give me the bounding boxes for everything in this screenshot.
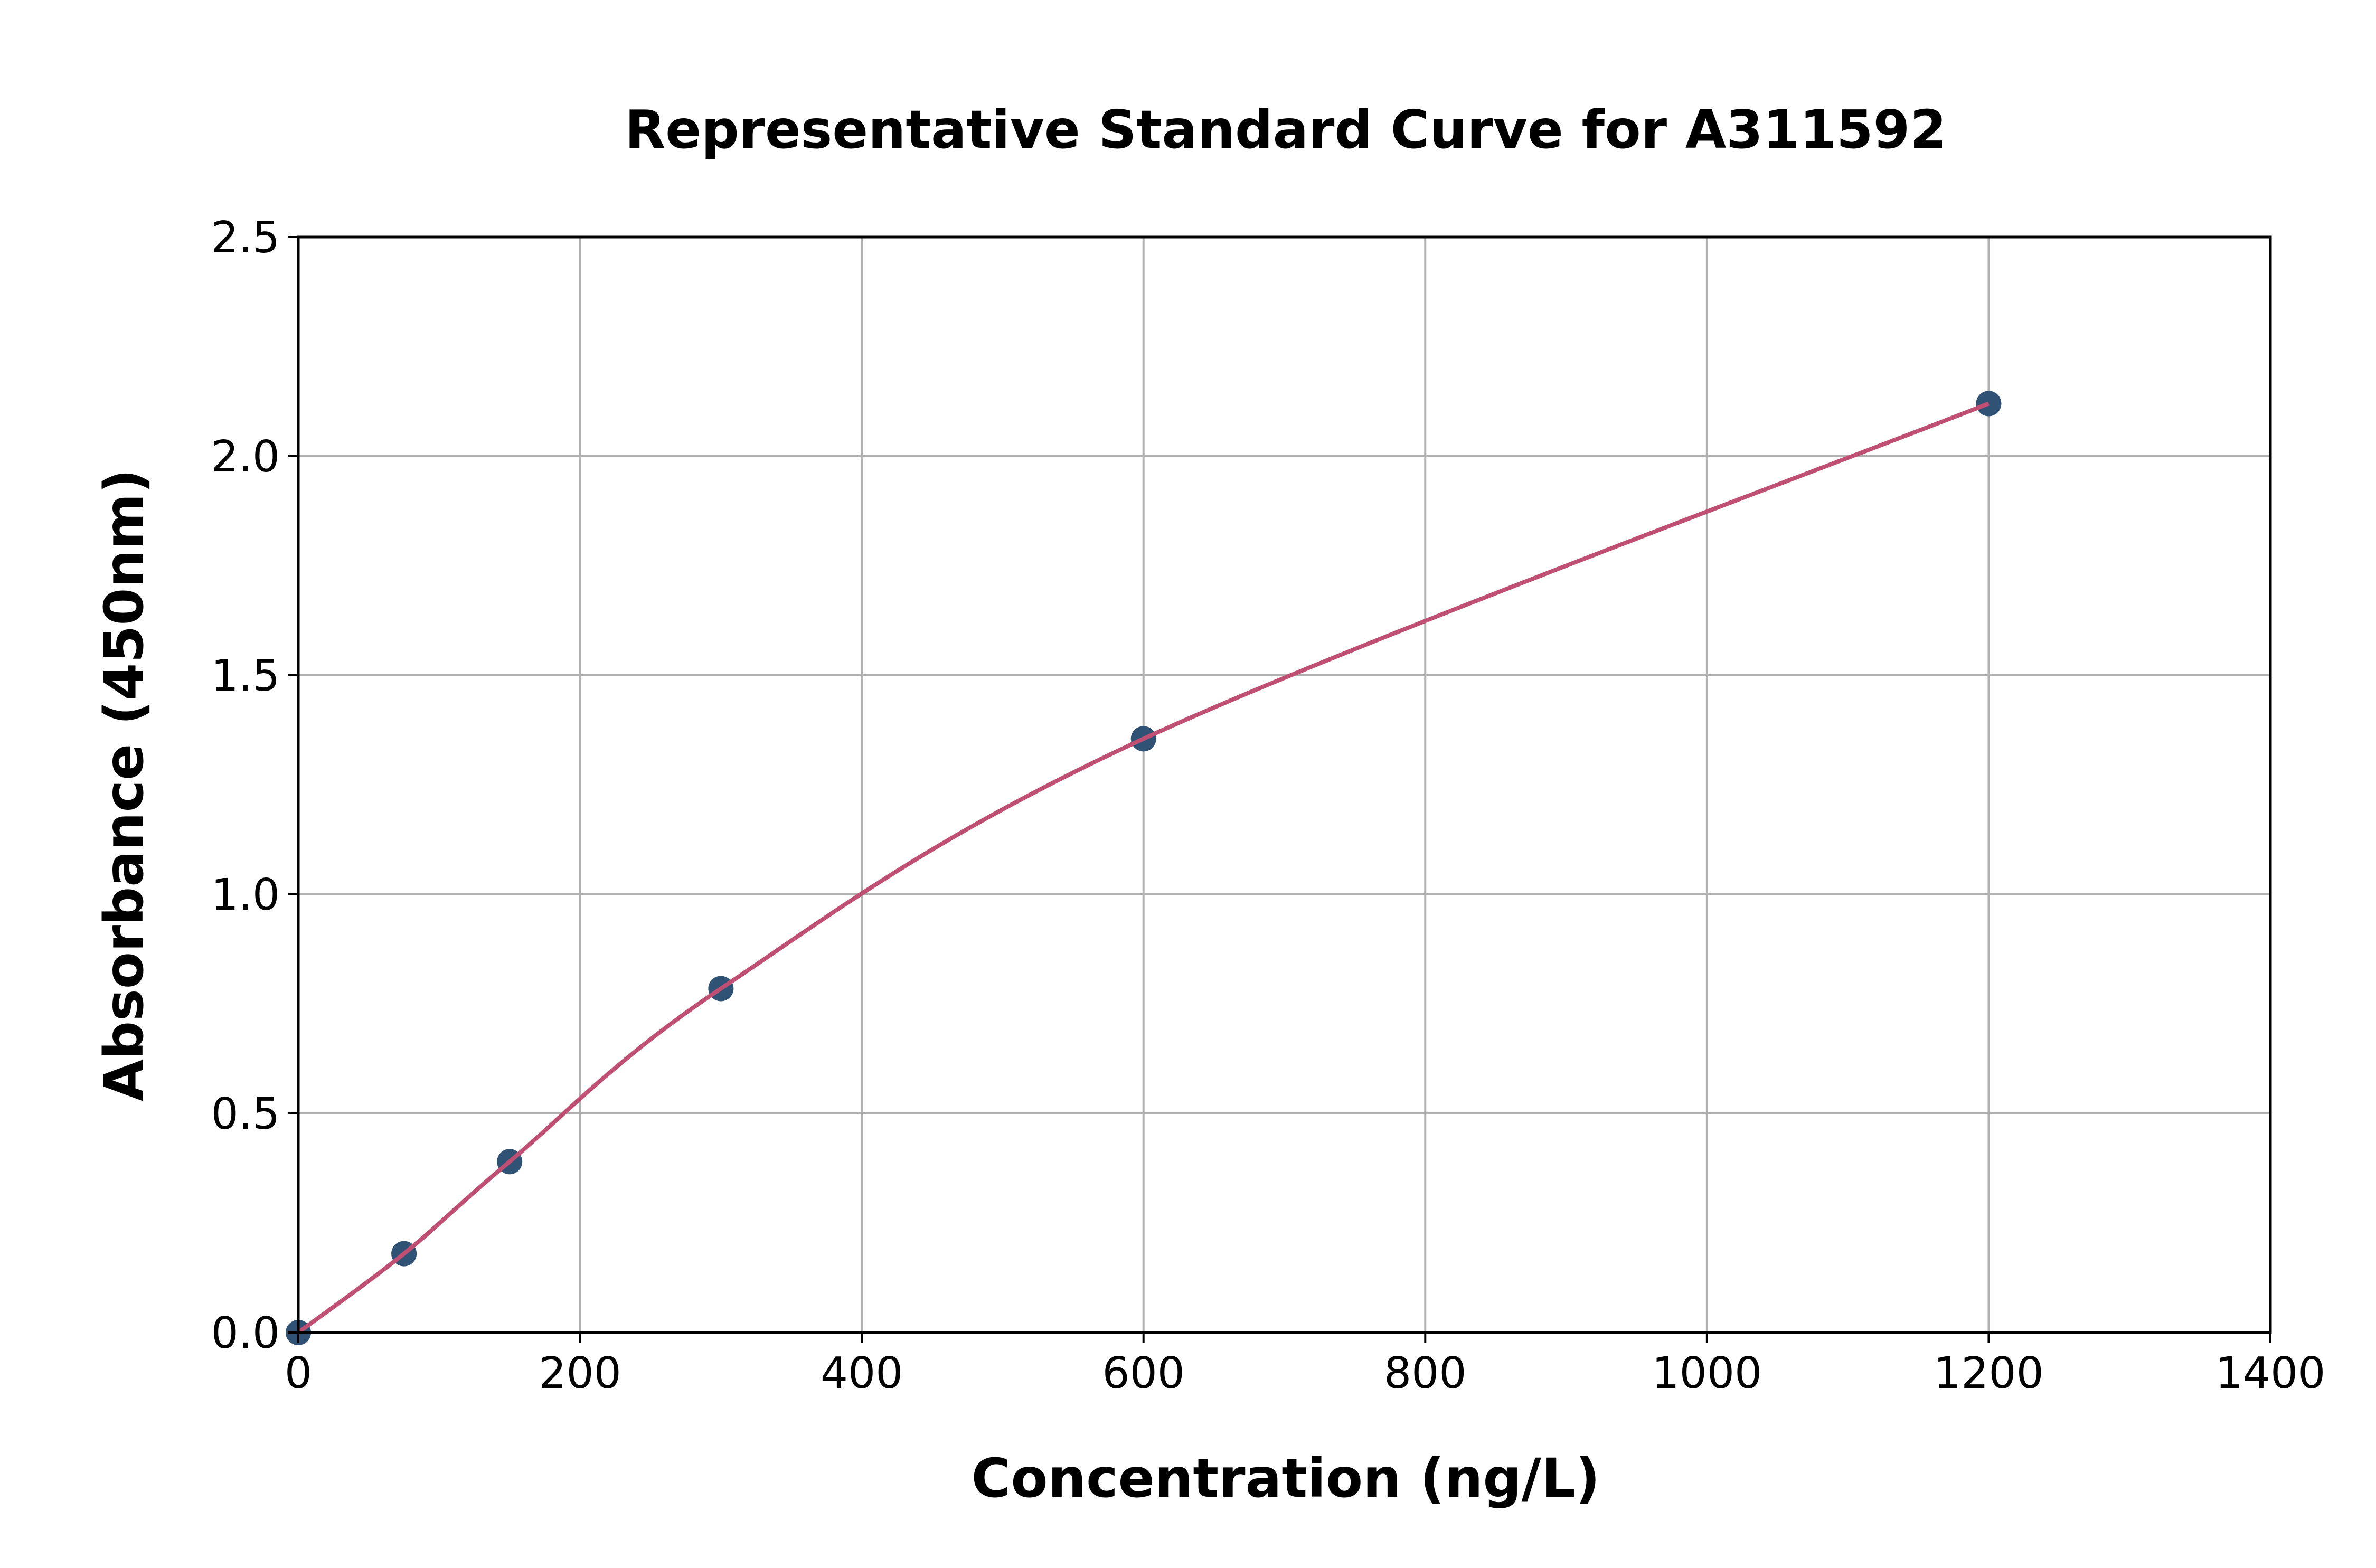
y-axis-ticks: 0.0 0.5 1.0 1.5 2.0 2.5: [211, 213, 298, 1358]
y-tick-label: 2.0: [211, 432, 280, 482]
y-tick-label: 1.0: [211, 870, 280, 920]
chart-title: Representative Standard Curve for A31159…: [625, 99, 1946, 160]
x-tick-label: 200: [539, 1348, 621, 1399]
y-tick-label: 1.5: [211, 651, 280, 701]
y-axis-label: Absorbance (450nm): [93, 469, 156, 1101]
plot-frame: [297, 235, 2272, 1334]
y-tick-label: 0.0: [211, 1308, 280, 1358]
fit-curve: [297, 401, 1990, 1335]
y-tick-label: 0.5: [211, 1089, 280, 1139]
x-axis-ticks: 0 200 400 600 800 1000 1200 1400: [285, 1333, 2325, 1399]
grid: [297, 236, 2271, 1334]
x-tick-label: 800: [1384, 1348, 1467, 1399]
x-tick-label: 0: [285, 1348, 312, 1399]
x-tick-label: 1000: [1652, 1348, 1762, 1399]
y-tick-label: 2.5: [211, 213, 280, 263]
x-tick-label: 1400: [2215, 1348, 2326, 1399]
x-axis-label: Concentration (ng/L): [972, 1447, 1600, 1510]
x-tick-label: 600: [1102, 1348, 1185, 1399]
x-tick-label: 400: [821, 1348, 903, 1399]
fit-curve-layer: [297, 401, 1990, 1335]
x-tick-label: 1200: [1934, 1348, 2044, 1399]
